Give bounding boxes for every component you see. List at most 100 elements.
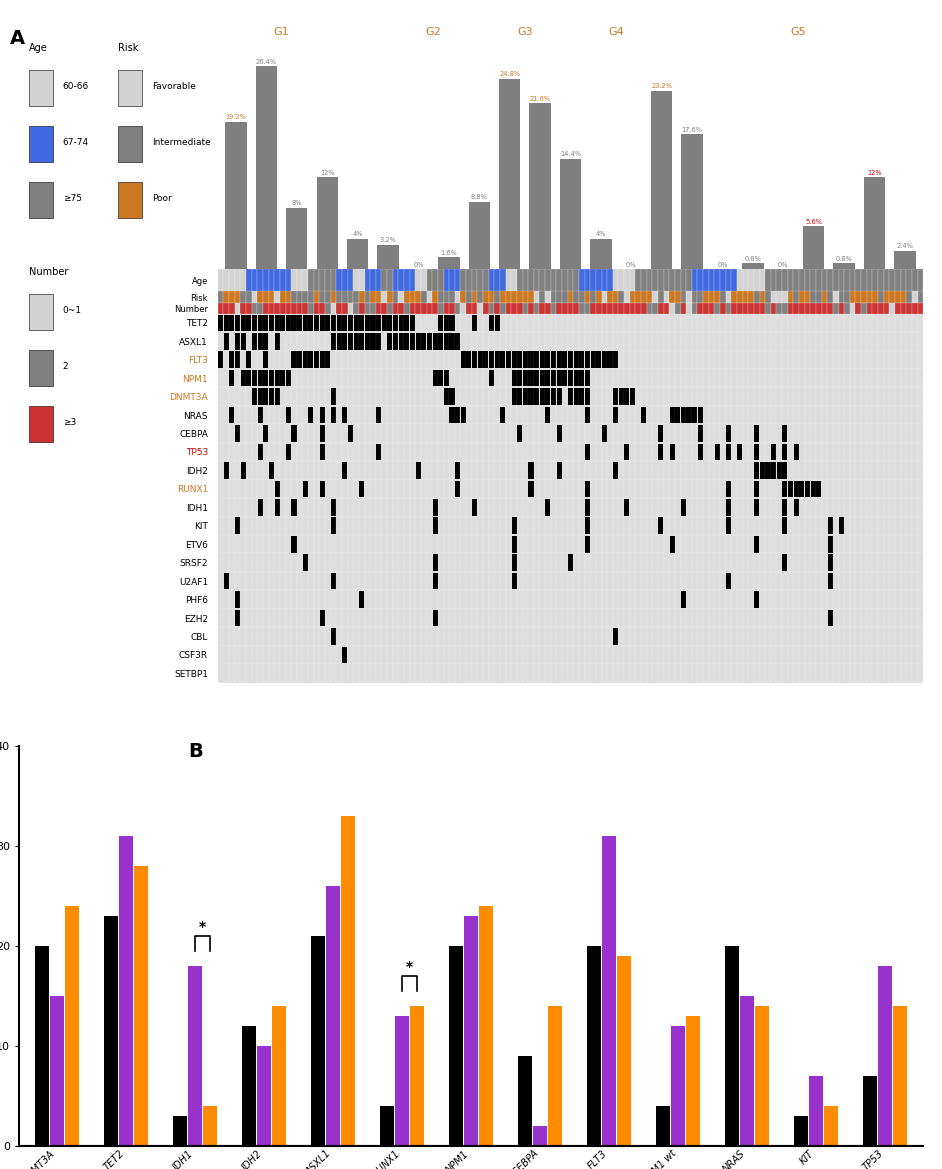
Bar (512, 351, 517, 369)
Bar (906, 351, 912, 369)
Bar (438, 351, 444, 369)
Bar (359, 369, 365, 387)
Bar (838, 313, 844, 332)
Bar (291, 499, 297, 516)
Bar (708, 664, 714, 683)
Bar (906, 535, 912, 553)
Bar (359, 303, 365, 313)
Bar (901, 664, 906, 683)
Bar (918, 313, 923, 332)
Bar (585, 407, 590, 423)
Bar (901, 609, 906, 628)
Bar (348, 517, 353, 535)
Bar (523, 388, 528, 404)
Bar (714, 313, 720, 332)
Bar (765, 572, 771, 590)
Bar (708, 628, 714, 645)
Bar (353, 443, 359, 462)
Bar (229, 406, 235, 424)
Bar (314, 517, 319, 535)
Bar (285, 664, 291, 683)
Bar (635, 498, 641, 517)
Bar (613, 303, 619, 313)
Bar (308, 314, 314, 331)
Bar (635, 369, 641, 387)
Bar (427, 424, 432, 443)
Bar (342, 313, 348, 332)
Bar (551, 406, 557, 424)
Bar (421, 291, 427, 303)
Bar (608, 590, 613, 609)
Bar (816, 303, 821, 313)
Bar (382, 369, 387, 387)
Bar (534, 572, 540, 590)
Bar (629, 572, 635, 590)
Bar (449, 443, 455, 462)
Bar (314, 332, 319, 351)
Bar (308, 664, 314, 683)
Bar (545, 352, 550, 368)
Bar (759, 351, 765, 369)
Bar (359, 269, 365, 291)
Bar (771, 406, 776, 424)
Bar (263, 498, 268, 517)
Bar (889, 645, 895, 664)
Bar (461, 407, 465, 423)
Bar (742, 369, 748, 387)
Bar (557, 535, 562, 553)
Bar (235, 314, 240, 331)
Bar (669, 609, 674, 628)
Bar (596, 332, 602, 351)
Bar (901, 291, 906, 303)
Bar (725, 424, 731, 443)
Bar (240, 333, 246, 350)
Bar (427, 369, 432, 387)
Bar (348, 406, 353, 424)
Bar (697, 406, 703, 424)
Bar (455, 664, 461, 683)
Bar (844, 351, 850, 369)
Bar (540, 517, 545, 535)
Bar (410, 333, 415, 350)
Bar (421, 333, 427, 350)
Bar (669, 590, 674, 609)
Bar (376, 333, 382, 350)
Bar (449, 406, 455, 424)
Bar (512, 498, 517, 517)
Bar (336, 303, 342, 313)
Bar (776, 664, 782, 683)
Bar (512, 609, 517, 628)
Bar (257, 291, 263, 303)
Bar (776, 369, 782, 387)
Bar (274, 628, 280, 645)
Bar (838, 387, 844, 406)
Bar (674, 369, 680, 387)
Bar (410, 332, 415, 351)
Bar (793, 553, 799, 572)
Bar (697, 590, 703, 609)
Bar (625, 291, 629, 303)
Bar (370, 553, 376, 572)
Bar (449, 388, 454, 404)
Bar (268, 645, 274, 664)
Bar (731, 313, 737, 332)
Bar (793, 628, 799, 645)
Bar (613, 628, 619, 645)
Bar (235, 628, 240, 645)
Bar (478, 269, 483, 291)
Bar (472, 645, 478, 664)
Bar (821, 387, 827, 406)
Bar (748, 424, 754, 443)
Bar (635, 664, 641, 683)
Bar (252, 387, 257, 406)
Bar (387, 314, 393, 331)
Bar (776, 590, 782, 609)
Bar (788, 303, 793, 313)
Bar (855, 664, 861, 683)
Bar (348, 628, 353, 645)
Bar (540, 406, 545, 424)
Bar (681, 407, 686, 423)
Bar (686, 387, 691, 406)
Bar (291, 406, 297, 424)
Bar (759, 553, 765, 572)
